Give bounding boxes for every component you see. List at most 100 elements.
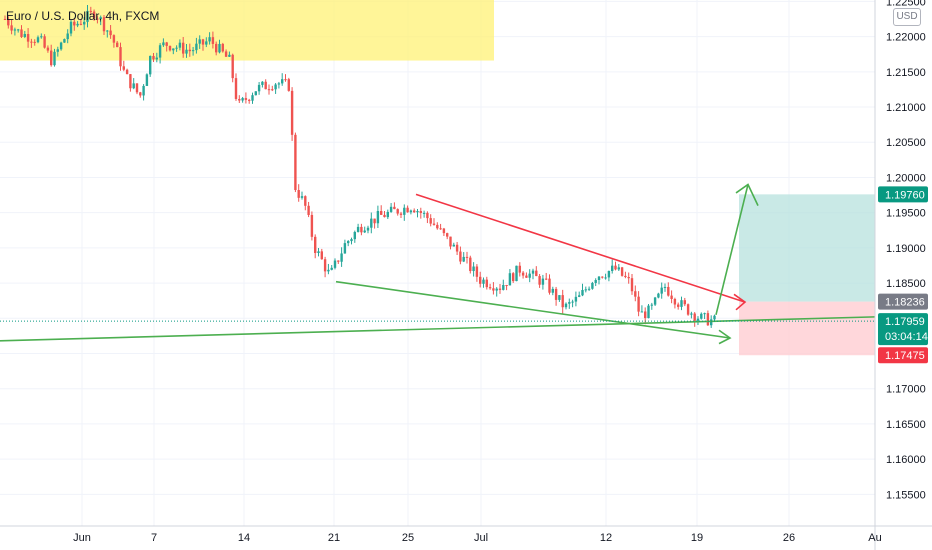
candle-body	[505, 284, 508, 286]
candle-body	[106, 30, 109, 32]
candle-body	[158, 45, 162, 58]
candle-body	[89, 10, 92, 12]
supply-zone	[0, 0, 494, 61]
candle-body	[551, 288, 554, 293]
candle-body	[647, 305, 650, 319]
candle-body	[248, 99, 251, 101]
candle-body	[512, 273, 515, 282]
candle-body	[703, 313, 706, 315]
candle-body	[538, 276, 541, 285]
candle-body	[482, 279, 485, 284]
y-tick-label: 1.18500	[886, 278, 926, 290]
y-tick-label: 1.19000	[886, 243, 926, 255]
candle-body	[264, 81, 267, 90]
x-tick-label: 12	[600, 532, 612, 544]
candle-body	[7, 19, 10, 26]
candle-body	[83, 21, 86, 25]
price-badge-stop	[878, 347, 928, 364]
candle-body	[218, 43, 221, 53]
candle-body	[281, 79, 284, 84]
candle-body	[528, 273, 531, 278]
candle-body	[294, 134, 297, 191]
candle-body	[472, 266, 475, 272]
candle-body	[244, 98, 248, 100]
candle-body	[13, 29, 17, 31]
candle-body	[129, 74, 132, 89]
y-tick-label: 1.22500	[886, 0, 926, 8]
x-tick-label: Jul	[474, 532, 488, 544]
candle-body	[383, 214, 386, 218]
candle-body	[370, 218, 373, 228]
candle-body	[297, 190, 300, 198]
candle-body	[168, 45, 172, 51]
candle-body	[353, 231, 356, 240]
candle-body	[195, 43, 198, 51]
price-badge-label: 1.19760	[885, 189, 925, 201]
candle-body	[333, 260, 337, 268]
candle-body	[50, 50, 53, 66]
time-axis[interactable]: Jun 7 14 21 25 Jul 12 19 26 Au	[0, 525, 932, 544]
candle-body	[459, 251, 462, 262]
candle-body	[498, 288, 502, 290]
candle-body	[548, 278, 551, 293]
candle-body	[304, 196, 307, 206]
candle-body	[683, 300, 686, 305]
candle-body	[343, 243, 347, 254]
candle-body	[660, 287, 663, 294]
candle-body	[581, 289, 584, 296]
candle-body	[234, 78, 238, 99]
candle-body	[508, 273, 512, 286]
candle-body	[667, 286, 670, 296]
y-tick-label: 1.20500	[886, 137, 926, 149]
candle-body	[241, 98, 244, 101]
price-badges: 1.19760 1.18236 1.17959 03:04:14 1.17475	[878, 186, 928, 364]
candle-body	[541, 278, 545, 285]
candle-body	[558, 295, 561, 300]
candle-body	[149, 55, 152, 75]
candle-body	[267, 89, 271, 91]
support-line	[335, 280, 731, 339]
candle-body	[436, 224, 439, 229]
candle-body	[571, 301, 574, 303]
candle-body	[86, 10, 89, 22]
candle-body	[175, 47, 178, 49]
candle-body	[601, 276, 604, 278]
candle-body	[188, 49, 191, 52]
candle-body	[43, 36, 46, 48]
candle-body	[139, 92, 142, 96]
candle-body	[135, 83, 139, 93]
price-axis[interactable]: 1.22500 1.22000 1.21500 1.21000 1.20500 1.200…	[874, 0, 926, 550]
candle-body	[587, 288, 591, 290]
y-tick-label: 1.20000	[886, 172, 926, 184]
candle-body	[63, 39, 66, 43]
candle-body	[310, 214, 314, 237]
symbol-title: Euro / U.S. Dollar, 4h, FXCM	[6, 9, 160, 23]
candle-body	[46, 47, 50, 51]
y-tick-label: 1.16000	[886, 454, 926, 466]
candle-body	[261, 81, 264, 85]
candle-body	[56, 49, 59, 52]
price-badge-label: 1.17959	[885, 316, 925, 328]
candle-body	[531, 270, 535, 274]
currency-button[interactable]: USD	[893, 8, 921, 26]
candle-body	[152, 55, 155, 60]
projection-arrowhead	[735, 183, 759, 206]
candlestick-series	[3, 5, 716, 328]
candle-body	[396, 209, 399, 214]
projection-arrow	[715, 184, 749, 315]
candle-body	[231, 54, 234, 79]
candle-body	[653, 297, 657, 305]
candle-body	[640, 311, 644, 313]
candle-body	[597, 276, 601, 280]
candle-body	[419, 211, 422, 214]
candle-body	[710, 319, 713, 326]
candle-body	[215, 43, 218, 53]
candle-body	[363, 230, 366, 233]
candle-body	[492, 288, 495, 291]
candle-body	[568, 302, 571, 304]
candle-body	[469, 257, 472, 272]
candle-body	[102, 17, 106, 32]
y-tick-label: 1.22000	[886, 32, 926, 44]
candle-body	[406, 207, 409, 213]
